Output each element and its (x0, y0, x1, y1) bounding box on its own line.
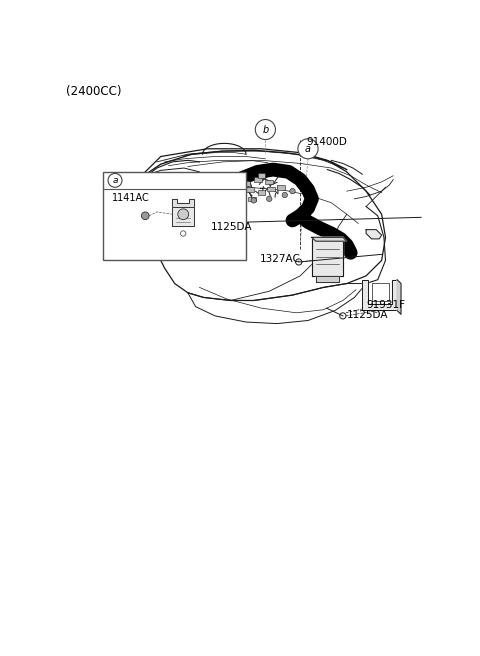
Polygon shape (312, 237, 347, 241)
Polygon shape (111, 186, 187, 242)
Text: 1125DA: 1125DA (347, 310, 388, 321)
Polygon shape (172, 207, 194, 226)
Bar (248, 197, 256, 201)
Circle shape (340, 313, 346, 319)
Circle shape (173, 230, 180, 236)
Polygon shape (312, 237, 343, 276)
Circle shape (298, 139, 318, 159)
Bar (242, 181, 250, 186)
Circle shape (108, 173, 122, 188)
Bar (258, 173, 265, 178)
Circle shape (251, 197, 256, 203)
Polygon shape (362, 279, 397, 310)
Bar (227, 185, 234, 190)
Circle shape (282, 192, 288, 197)
Text: a: a (305, 144, 311, 154)
Text: (2400CC): (2400CC) (66, 85, 122, 98)
Text: 91400D: 91400D (306, 137, 348, 147)
Text: 1125DA: 1125DA (210, 222, 252, 232)
Text: a: a (112, 176, 118, 185)
Circle shape (296, 259, 302, 265)
Text: b: b (262, 125, 268, 134)
Bar (277, 185, 285, 190)
Polygon shape (316, 276, 339, 282)
Circle shape (132, 201, 138, 207)
Bar (258, 190, 265, 195)
Polygon shape (172, 199, 194, 207)
Text: 1327AC: 1327AC (259, 255, 300, 264)
Text: 1141AC: 1141AC (112, 193, 150, 203)
Polygon shape (397, 279, 401, 314)
Bar (103, 172, 246, 260)
Bar (254, 177, 262, 182)
Bar (265, 180, 273, 184)
Bar (246, 188, 254, 192)
Circle shape (290, 188, 295, 194)
Circle shape (165, 224, 171, 230)
Polygon shape (366, 230, 382, 239)
Circle shape (266, 196, 272, 201)
Circle shape (178, 209, 189, 220)
Circle shape (192, 220, 199, 226)
Circle shape (255, 119, 276, 140)
Circle shape (148, 213, 154, 219)
Bar (234, 193, 242, 197)
Circle shape (140, 207, 146, 213)
Circle shape (123, 195, 129, 201)
Circle shape (156, 218, 163, 224)
Circle shape (115, 190, 121, 195)
Circle shape (232, 195, 237, 200)
Bar (238, 173, 246, 178)
Circle shape (180, 231, 186, 236)
Bar (267, 186, 275, 191)
Circle shape (142, 212, 149, 220)
Text: 91931F: 91931F (366, 300, 405, 310)
